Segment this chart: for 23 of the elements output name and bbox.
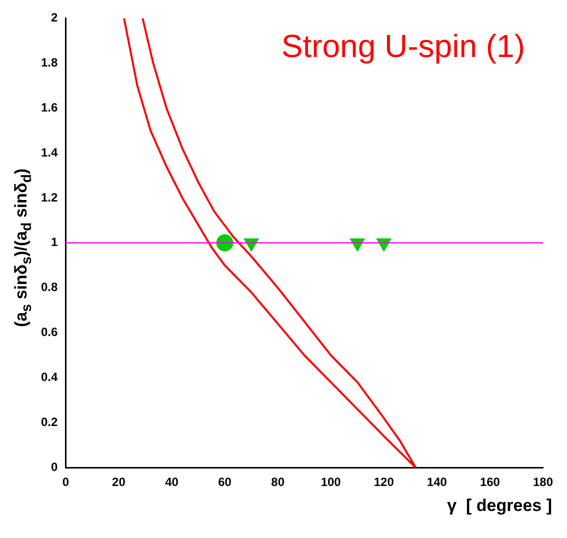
- y-tick-label: 1.2: [40, 190, 58, 204]
- x-tick-label: 180: [532, 475, 554, 490]
- y-tick-label: 0.8: [40, 280, 58, 294]
- x-tick-label: 140: [426, 475, 448, 490]
- x-axis-title: γ [ degrees ]: [447, 496, 552, 516]
- annotation: Strong U-spin (1): [281, 28, 525, 64]
- x-tick-label: 60: [218, 475, 232, 490]
- y-tick-label: 2: [50, 10, 58, 25]
- x-tick-label: 40: [165, 475, 179, 490]
- x-tick-label: 120: [374, 475, 394, 490]
- y-tick-label: 1: [50, 235, 58, 250]
- y-tick-label: 1.6: [40, 100, 58, 114]
- x-tick-label: 160: [480, 475, 500, 490]
- x-tick-label: 80: [271, 475, 285, 490]
- y-tick-label: 1.8: [40, 55, 58, 70]
- x-tick-label: 20: [112, 475, 126, 490]
- x-tick-label: 0: [62, 475, 70, 490]
- y-tick-label: 0.4: [40, 370, 58, 384]
- x-tick-label: 100: [320, 475, 342, 490]
- y-tick-label: 0.6: [40, 325, 58, 340]
- y-tick-label: 0.2: [40, 414, 58, 429]
- y-tick-label: 0: [50, 460, 58, 474]
- y-tick-label: 1.4: [40, 145, 58, 160]
